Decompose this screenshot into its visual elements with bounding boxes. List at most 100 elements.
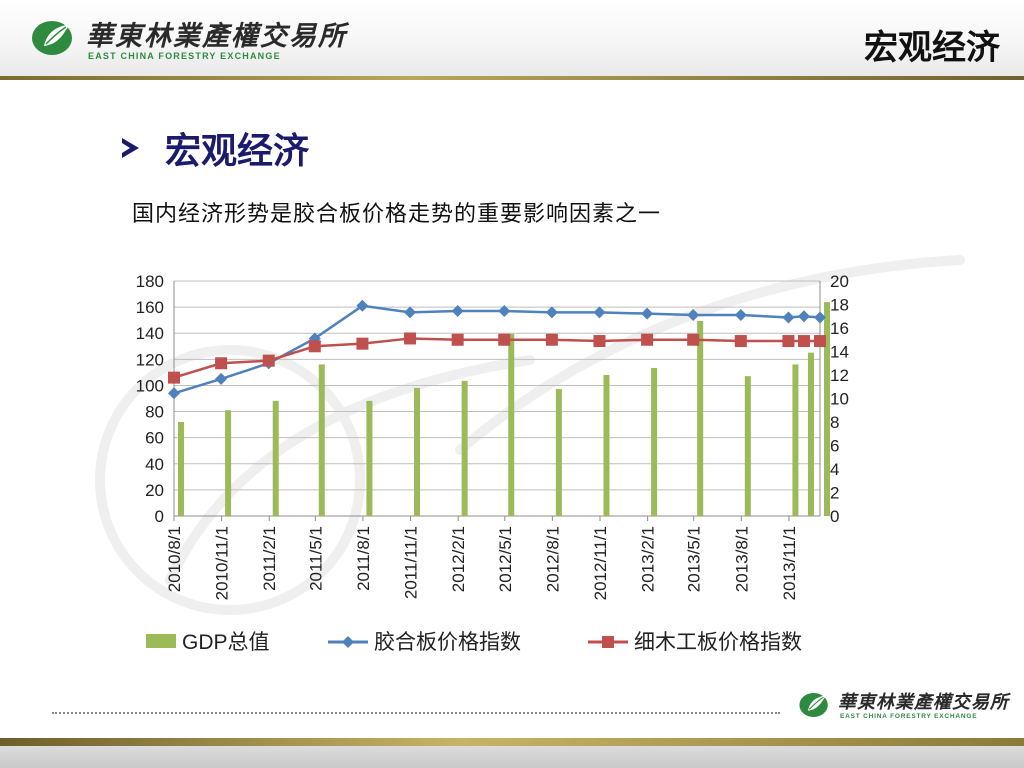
x-tick-label: 2010/11/1	[213, 526, 232, 600]
x-tick-label: 2012/2/1	[449, 526, 468, 592]
x-tick-label: 2012/8/1	[543, 526, 562, 592]
blockboard-index-point	[262, 354, 275, 367]
gdp-bar	[461, 380, 468, 516]
legend-marker-blockboard	[602, 636, 614, 648]
blockboard-index-point	[215, 357, 228, 370]
y-left-tick-label: 20	[145, 481, 164, 500]
blockboard-index-point	[308, 340, 321, 353]
footer-divider	[52, 712, 780, 714]
footer-forest-leaf-logo-icon	[799, 692, 828, 718]
plywood-index-point	[782, 311, 795, 324]
y-right-tick-label: 4	[830, 460, 839, 479]
footer-band	[0, 746, 1024, 768]
y-left-tick-label: 0	[155, 507, 164, 526]
y-right-tick-label: 6	[830, 437, 839, 456]
blockboard-index-line	[173, 337, 820, 379]
legend-label: 胶合板价格指数	[374, 631, 521, 654]
logo-english-name: EAST CHINA FORESTRY EXCHANGE	[88, 51, 281, 61]
y-left-tick-label: 60	[145, 429, 164, 448]
blockboard-index-point	[641, 333, 654, 346]
plywood-index-point	[734, 308, 747, 321]
x-tick-label: 2011/8/1	[354, 526, 373, 591]
footer-logo-chinese-name: 華東林業產權交易所	[838, 692, 1009, 713]
logo-chinese-name: 華東林業產權交易所	[86, 21, 347, 52]
blockboard-index-point	[593, 335, 606, 348]
section-subtitle: 国内经济形势是胶合板价格走势的重要影响因素之一	[132, 202, 662, 227]
plywood-index-point	[498, 305, 511, 318]
x-tick-label: 2013/11/1	[780, 526, 799, 600]
blockboard-index-point	[451, 333, 464, 346]
legend-label: 细木工板价格指数	[634, 631, 802, 654]
legend-label: GDP总值	[182, 631, 270, 654]
gdp-bar	[178, 422, 184, 516]
gdp-bar	[697, 320, 704, 516]
blockboard-index-point	[797, 335, 810, 348]
legend-swatch-gdp	[146, 634, 176, 648]
y-right-tick-label: 2	[830, 484, 839, 503]
plywood-index-point	[797, 310, 810, 323]
blockboard-index-point	[545, 333, 558, 346]
plywood-index-point	[168, 387, 180, 400]
plywood-index-point	[215, 372, 228, 385]
section-heading: 宏观经济	[122, 122, 309, 174]
gdp-bar	[318, 364, 325, 516]
y-left-tick-label: 160	[136, 298, 164, 317]
x-tick-label: 2013/8/1	[732, 526, 751, 592]
y-right-tick-label: 18	[830, 296, 849, 315]
x-tick-label: 2013/5/1	[685, 526, 704, 592]
x-tick-label: 2012/5/1	[496, 526, 515, 592]
x-tick-label: 2012/11/1	[591, 526, 610, 600]
plywood-index-point	[593, 306, 606, 319]
y-left-tick-label: 120	[136, 350, 164, 369]
gdp-bar	[366, 400, 373, 516]
y-right-tick-label: 16	[830, 319, 849, 338]
y-left-tick-label: 80	[145, 403, 164, 422]
y-right-tick-label: 10	[830, 390, 849, 409]
y-left-tick-label: 140	[136, 324, 164, 343]
y-right-tick-label: 0	[830, 507, 839, 526]
y-left-tick-label: 180	[136, 272, 164, 291]
gdp-bar	[414, 387, 421, 516]
page-title: 宏观经济	[864, 28, 1000, 68]
plywood-index-point	[404, 306, 417, 319]
blockboard-index-point	[168, 371, 180, 384]
gdp-bar	[225, 410, 232, 516]
section-title: 宏观经济	[165, 131, 310, 172]
y-right-tick-label: 14	[830, 343, 849, 362]
gdp-bar	[651, 367, 658, 516]
gdp-bar	[792, 364, 799, 516]
plywood-index-point	[641, 307, 654, 320]
x-tick-label: 2010/8/1	[165, 526, 184, 592]
gdp-bar	[555, 389, 562, 516]
header-divider	[0, 76, 1024, 80]
gdp-bar	[603, 375, 610, 516]
gdp-bar	[807, 352, 814, 516]
plywood-index-point	[545, 306, 558, 319]
plywood-index-point	[356, 299, 369, 312]
gdp-bar	[272, 400, 279, 516]
gdp-bar	[744, 376, 751, 516]
plywood-index-point	[814, 311, 826, 324]
y-left-tick-label: 40	[145, 455, 164, 474]
y-right-tick-label: 12	[830, 366, 849, 385]
legend-marker-plywood	[342, 636, 354, 648]
y-right-tick-label: 8	[830, 413, 839, 432]
watermark	[95, 255, 965, 615]
blockboard-index-point	[734, 335, 747, 348]
x-tick-label: 2013/2/1	[639, 526, 658, 592]
x-tick-label: 2011/5/1	[306, 526, 325, 591]
blockboard-index-point	[404, 332, 417, 345]
y-right-tick-label: 20	[830, 272, 849, 291]
header-bar	[0, 0, 1024, 76]
footer-rule	[0, 738, 1024, 746]
footer-logo-english-name: EAST CHINA FORESTRY EXCHANGE	[840, 713, 978, 720]
plywood-index-point	[687, 308, 700, 321]
plywood-index-line	[173, 304, 821, 395]
blockboard-index-point	[687, 333, 700, 346]
x-tick-label: 2011/2/1	[260, 526, 279, 591]
x-tick-label: 2011/11/1	[402, 526, 421, 599]
forest-leaf-logo-icon	[32, 21, 72, 55]
blockboard-index-point	[814, 335, 826, 348]
blockboard-index-point	[498, 333, 511, 346]
blockboard-index-point	[782, 335, 795, 348]
